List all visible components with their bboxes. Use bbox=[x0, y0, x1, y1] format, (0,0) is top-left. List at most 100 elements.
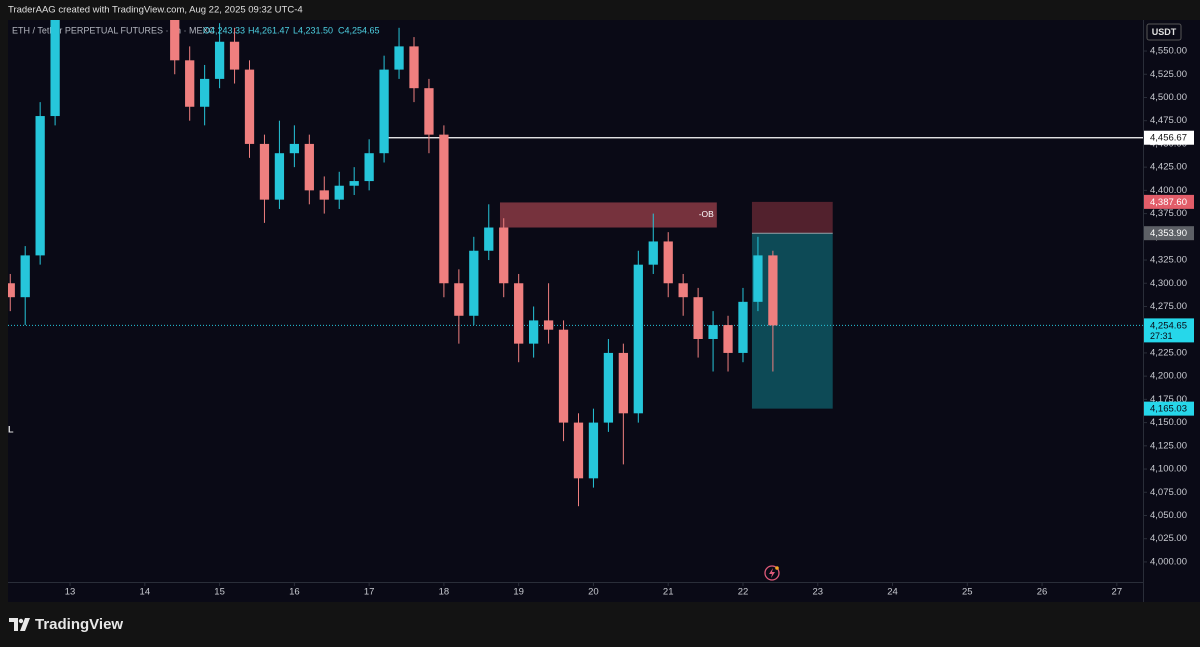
x-tick-label: 21 bbox=[663, 587, 674, 598]
y-tick-label: 4,325.00 bbox=[1150, 255, 1187, 266]
candle-body bbox=[768, 255, 778, 326]
candle-body bbox=[229, 41, 240, 70]
candle-body bbox=[185, 60, 195, 107]
candle-body bbox=[753, 255, 763, 302]
candle-body bbox=[573, 422, 584, 479]
candle-body bbox=[379, 69, 389, 154]
y-tick-label: 4,075.00 bbox=[1150, 487, 1187, 498]
y-tick-label: 4,475.00 bbox=[1150, 115, 1187, 126]
y-tick-label: 4,025.00 bbox=[1150, 533, 1187, 544]
x-tick-label: 20 bbox=[588, 587, 599, 598]
x-tick-label: 25 bbox=[962, 587, 973, 598]
target-label: 4,165.03 bbox=[1150, 404, 1187, 415]
candle-body bbox=[708, 325, 718, 339]
y-tick-label: 4,375.00 bbox=[1150, 208, 1187, 219]
time-axis-bg bbox=[8, 582, 1143, 602]
entry-badge bbox=[1144, 226, 1194, 241]
candle-body bbox=[454, 283, 464, 316]
y-tick-label: 4,425.00 bbox=[1150, 162, 1187, 173]
x-tick-label: 13 bbox=[65, 587, 76, 598]
x-tick-label: 24 bbox=[887, 587, 898, 598]
plot-bg bbox=[8, 20, 1143, 582]
y-tick-label: 4,300.00 bbox=[1150, 278, 1187, 289]
candle-body bbox=[693, 297, 703, 339]
candle-body bbox=[200, 78, 210, 107]
y-tick-label: 4,150.00 bbox=[1150, 417, 1187, 428]
event-icon-dot bbox=[775, 566, 779, 570]
x-tick-label: 18 bbox=[439, 587, 450, 598]
target-badge bbox=[1144, 401, 1194, 416]
y-tick-label: 4,525.00 bbox=[1150, 69, 1187, 80]
legend-low: L4,231.50 bbox=[293, 25, 333, 35]
x-tick-label: 16 bbox=[289, 587, 300, 598]
candle-body bbox=[8, 283, 15, 298]
candle-body bbox=[514, 283, 524, 344]
candle-body bbox=[364, 153, 374, 182]
candle-body bbox=[394, 46, 404, 70]
plot: -OB bbox=[8, 20, 1143, 507]
candle-body bbox=[738, 301, 748, 353]
x-tick-label: 14 bbox=[140, 587, 151, 598]
candle-body bbox=[469, 250, 479, 316]
candle-body bbox=[35, 116, 45, 256]
candle-body bbox=[499, 227, 509, 284]
candle-body bbox=[439, 134, 449, 284]
candle-body bbox=[528, 320, 539, 344]
x-tick-label: 15 bbox=[214, 587, 225, 598]
candle-body bbox=[214, 41, 225, 79]
candle-body bbox=[663, 241, 673, 284]
candle-body bbox=[244, 69, 255, 144]
line-label: 4,456.67 bbox=[1150, 133, 1187, 144]
y-tick-label: 4,200.00 bbox=[1150, 371, 1187, 382]
y-tick-label: 4,175.00 bbox=[1150, 394, 1187, 405]
order-block bbox=[499, 202, 717, 228]
entry-label: 4,353.90 bbox=[1150, 228, 1187, 239]
x-tick-label: 22 bbox=[738, 587, 749, 598]
candle-body bbox=[678, 283, 688, 298]
candle-body bbox=[349, 181, 359, 186]
x-tick-label: 17 bbox=[364, 587, 375, 598]
candle-body bbox=[334, 185, 344, 200]
candle-body bbox=[543, 320, 554, 330]
current-price-badge bbox=[1144, 318, 1194, 343]
candle-body bbox=[603, 352, 614, 423]
x-tick-label: 23 bbox=[812, 587, 823, 598]
currency: USDT bbox=[1152, 27, 1177, 37]
line-badge bbox=[1144, 130, 1194, 145]
y-tick-label: 4,275.00 bbox=[1150, 301, 1187, 312]
x-tick-label: 19 bbox=[513, 587, 524, 598]
legend-close: C4,254.65 bbox=[338, 25, 380, 35]
x-tick-label: 26 bbox=[1037, 587, 1048, 598]
order-block-label: -OB bbox=[699, 209, 714, 219]
candle-body bbox=[259, 143, 270, 200]
price-axis-bg bbox=[1143, 20, 1200, 602]
brand: TradingView bbox=[35, 616, 123, 633]
candle-body bbox=[319, 190, 329, 200]
stop-badge bbox=[1144, 194, 1194, 209]
candle-body bbox=[723, 325, 733, 353]
current-price-label: 4,254.65 bbox=[1150, 320, 1187, 331]
y-tick-label: 4,125.00 bbox=[1150, 440, 1187, 451]
countdown: 27:31 bbox=[1150, 331, 1173, 341]
candle-body bbox=[558, 329, 569, 423]
brand-logo bbox=[9, 618, 30, 631]
event-icon[interactable] bbox=[764, 565, 780, 581]
candle-body bbox=[633, 264, 643, 414]
candle-body bbox=[409, 46, 419, 89]
candle-body bbox=[274, 153, 285, 200]
candle-body bbox=[484, 227, 494, 251]
stop-zone bbox=[751, 201, 833, 234]
marker: L bbox=[8, 424, 14, 434]
attribution: TraderAAG created with TradingView.com, … bbox=[8, 5, 303, 16]
y-tick-label: 4,500.00 bbox=[1150, 92, 1187, 103]
candle-body bbox=[170, 20, 180, 61]
candle-body bbox=[648, 241, 658, 265]
currency-box[interactable] bbox=[1146, 23, 1182, 41]
candle-body bbox=[304, 143, 314, 191]
x-tick-label: 27 bbox=[1112, 587, 1123, 598]
candle-body bbox=[20, 255, 30, 298]
y-tick-label: 4,050.00 bbox=[1150, 510, 1187, 521]
candle-body bbox=[424, 88, 434, 135]
candle-body bbox=[618, 352, 628, 414]
